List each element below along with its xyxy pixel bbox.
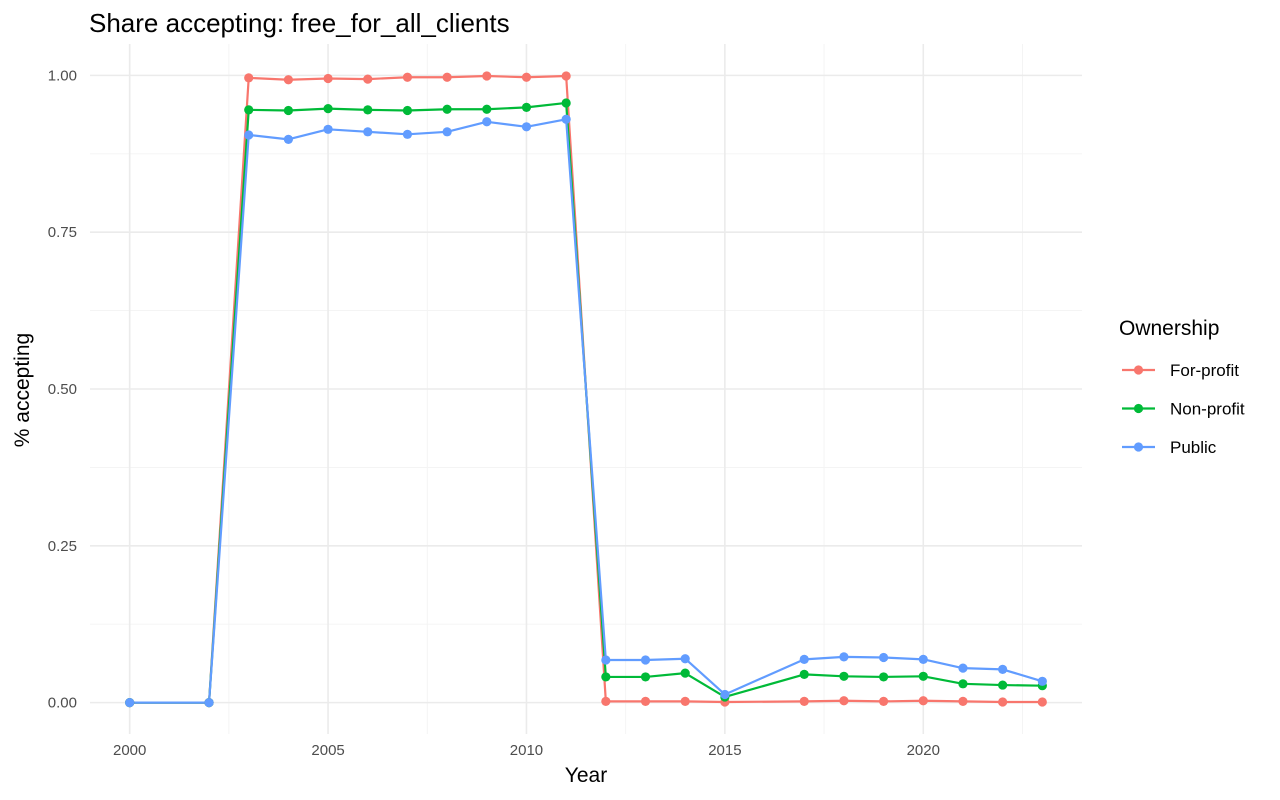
x-tick-label: 2010 [510, 742, 543, 759]
data-point-public [323, 124, 333, 134]
x-tick-label: 2000 [113, 742, 146, 759]
data-point-non-profit [402, 105, 413, 116]
data-point-public [402, 129, 413, 139]
data-point-public [283, 134, 293, 144]
data-point-for-profit [601, 696, 611, 706]
series-points [125, 71, 1047, 708]
legend-title: Ownership [1119, 317, 1219, 340]
data-point-non-profit [442, 104, 452, 114]
data-point-for-profit [363, 74, 373, 84]
legend-label-non-profit: Non-profit [1170, 400, 1245, 419]
data-point-for-profit [521, 72, 532, 82]
data-point-public [521, 122, 532, 132]
data-point-public [680, 654, 690, 664]
data-point-non-profit [640, 672, 651, 682]
data-point-non-profit [244, 105, 254, 115]
y-axis-title: % accepting [11, 333, 34, 447]
data-point-public [244, 130, 254, 140]
data-point-public [204, 698, 214, 708]
x-axis-title: Year [565, 764, 607, 787]
legend-key-point-for-profit [1133, 365, 1144, 375]
data-point-for-profit [640, 696, 651, 706]
data-point-public [442, 127, 452, 137]
data-point-for-profit [561, 71, 571, 81]
series-line-public [129, 118, 1043, 704]
data-point-for-profit [244, 73, 254, 83]
y-axis-ticks: 0.00 0.25 0.50 0.75 1.00 [48, 67, 77, 711]
data-point-non-profit [799, 669, 809, 680]
data-point-for-profit [283, 75, 293, 85]
data-point-non-profit [323, 104, 333, 114]
data-point-public [125, 698, 135, 708]
data-point-for-profit [958, 696, 968, 706]
data-point-public [601, 655, 611, 665]
data-point-for-profit [442, 72, 452, 82]
data-point-for-profit [323, 73, 333, 84]
legend-key-point-public [1133, 442, 1144, 452]
data-point-public [1037, 676, 1047, 686]
data-point-for-profit [839, 696, 849, 706]
data-point-non-profit [958, 679, 968, 689]
data-point-public [839, 652, 849, 662]
data-point-non-profit [918, 671, 928, 681]
data-point-public [720, 689, 730, 700]
legend: Ownership For-profit Non-profit Public [1119, 317, 1245, 457]
x-tick-label: 2015 [708, 742, 741, 759]
data-point-non-profit [601, 672, 611, 682]
data-point-for-profit [879, 696, 889, 706]
data-point-non-profit [680, 668, 690, 678]
data-point-non-profit [363, 105, 373, 115]
data-point-public [879, 652, 889, 663]
legend-items: For-profit Non-profit Public [1122, 361, 1245, 457]
x-tick-label: 2005 [311, 742, 344, 759]
data-point-non-profit [482, 104, 492, 114]
data-point-non-profit [998, 680, 1008, 690]
y-tick-label: 0.50 [48, 381, 77, 398]
chart-title: Share accepting: free_for_all_clients [89, 8, 510, 38]
x-axis-ticks: 2000 2005 2010 2015 2020 [113, 742, 940, 759]
y-tick-label: 0.25 [48, 538, 77, 555]
data-point-public [958, 663, 968, 673]
data-point-for-profit [998, 697, 1008, 707]
legend-label-public: Public [1170, 438, 1217, 457]
legend-key-point-non-profit [1133, 403, 1144, 414]
y-tick-label: 0.75 [48, 224, 77, 241]
x-tick-label: 2020 [907, 742, 940, 759]
data-point-non-profit [879, 672, 889, 682]
data-point-for-profit [402, 72, 413, 82]
series-lines [129, 74, 1043, 704]
data-point-public [640, 655, 651, 665]
y-tick-label: 0.00 [48, 695, 77, 712]
data-point-non-profit [561, 98, 571, 108]
data-point-for-profit [799, 696, 809, 706]
data-point-for-profit [918, 696, 928, 706]
data-point-public [363, 127, 373, 137]
data-point-public [482, 117, 492, 127]
data-point-public [561, 114, 571, 124]
data-point-public [998, 664, 1008, 674]
data-point-for-profit [482, 71, 492, 81]
data-point-non-profit [521, 102, 532, 112]
data-point-non-profit [839, 671, 849, 681]
data-point-for-profit [680, 696, 690, 706]
y-tick-label: 1.00 [48, 67, 77, 84]
data-point-for-profit [1037, 697, 1047, 707]
data-point-public [799, 654, 809, 664]
data-point-public [918, 654, 928, 664]
legend-label-for-profit: For-profit [1170, 361, 1239, 380]
data-point-non-profit [283, 105, 293, 116]
